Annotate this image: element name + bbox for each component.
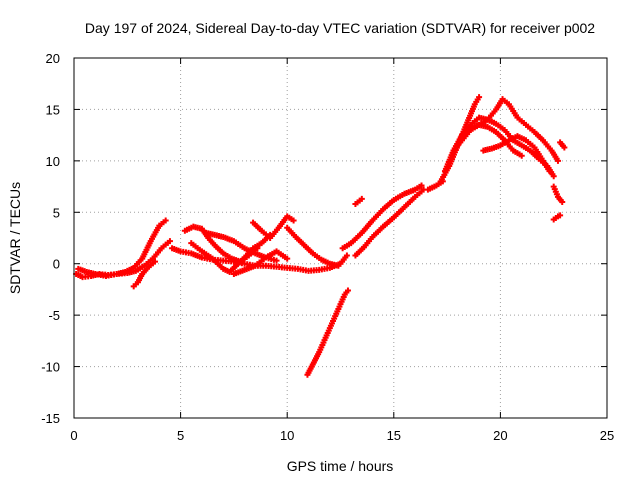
data-point: [476, 94, 483, 101]
x-tick-label: 10: [280, 428, 294, 443]
x-tick-label: 15: [387, 428, 401, 443]
data-point: [559, 199, 566, 205]
x-tick-label: 0: [70, 428, 77, 443]
y-tick-label: -10: [41, 360, 60, 375]
data-point: [166, 238, 173, 245]
data-point: [554, 157, 561, 164]
grid-lines: [74, 58, 607, 418]
data-point: [550, 173, 557, 180]
y-tick-label: -5: [48, 308, 60, 323]
data-point: [290, 217, 297, 224]
y-axis-label: SDTVAR / TECUs: [7, 182, 23, 294]
y-tick-label: 10: [46, 154, 60, 169]
plot-frame: [73, 57, 608, 419]
data-point: [518, 152, 525, 159]
axis-ticks: 0 5 10 15 20 25 -15 -10 -5 0 5 10 15 20: [41, 51, 614, 443]
data-point: [546, 168, 553, 175]
data-point: [273, 257, 280, 264]
data-point: [162, 217, 169, 224]
y-tick-label: 5: [53, 205, 60, 220]
x-tick-label: 20: [493, 428, 507, 443]
y-tick-label: 15: [46, 102, 60, 117]
data-point: [152, 258, 159, 265]
data-point: [418, 182, 425, 189]
x-axis-label: GPS time / hours: [287, 458, 394, 474]
data-point: [344, 287, 351, 294]
x-tick-label: 25: [600, 428, 614, 443]
data-point: [343, 252, 350, 259]
data-point: [557, 212, 564, 219]
data-point: [561, 144, 568, 151]
y-tick-label: 20: [46, 51, 60, 66]
y-tick-label: -15: [41, 411, 60, 426]
chart-title: Day 197 of 2024, Sidereal Day-to-day VTE…: [85, 20, 595, 36]
x-tick-label: 5: [177, 428, 184, 443]
data-point: [284, 255, 291, 262]
data-points: [73, 94, 568, 378]
y-tick-label: 0: [53, 257, 60, 272]
data-point: [335, 262, 342, 269]
data-point: [358, 195, 365, 202]
